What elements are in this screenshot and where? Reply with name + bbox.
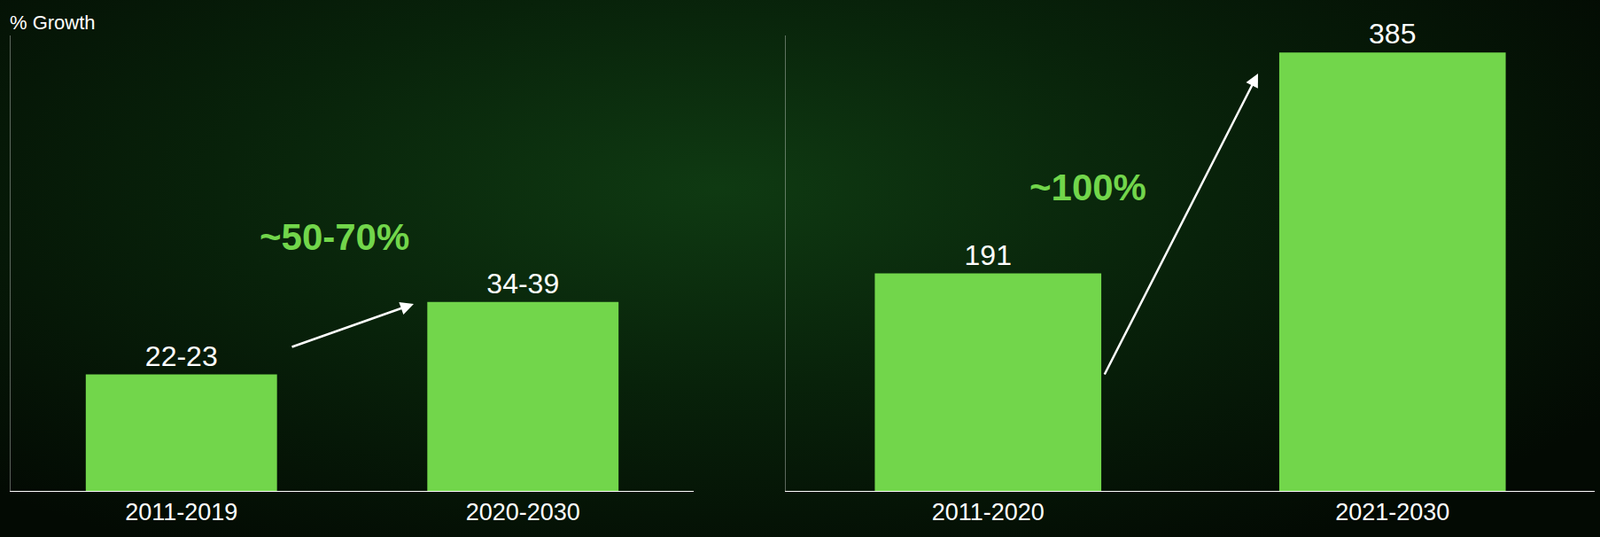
svg-text:~50-70%: ~50-70% (259, 216, 410, 258)
svg-text:22-23: 22-23 (145, 340, 218, 373)
svg-text:2011-2020: 2011-2020 (932, 498, 1045, 526)
svg-text:% Growth: % Growth (9, 11, 96, 34)
svg-text:2021-2030: 2021-2030 (1335, 498, 1450, 526)
svg-text:2020-2030: 2020-2030 (466, 498, 581, 526)
svg-text:385: 385 (1368, 17, 1416, 50)
svg-text:34-39: 34-39 (486, 267, 560, 300)
svg-text:191: 191 (964, 239, 1012, 272)
svg-text:2011-2019: 2011-2019 (124, 498, 238, 526)
svg-text:~100%: ~100% (1029, 166, 1147, 209)
